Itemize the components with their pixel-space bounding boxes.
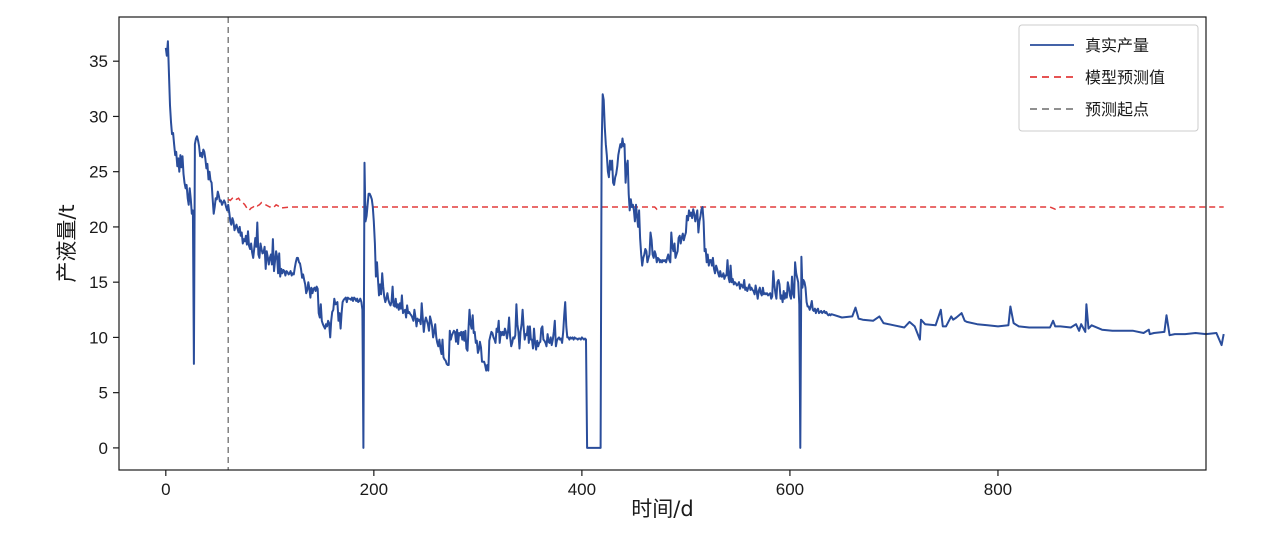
x-tick-label: 400 [568, 480, 596, 499]
y-tick-label: 30 [89, 107, 108, 126]
legend: 真实产量 模型预测值 预测起点 [1018, 24, 1199, 132]
series-line-predicted [227, 196, 1224, 212]
plot-frame [118, 16, 1207, 471]
x-tick-label: 0 [161, 480, 170, 499]
y-tick-label: 15 [89, 273, 108, 292]
x-tick-label: 800 [984, 480, 1012, 499]
y-tick-label: 35 [89, 52, 108, 71]
plot-area [164, 17, 1225, 470]
legend-label-actual: 真实产量 [1085, 36, 1149, 55]
y-tick-label: 10 [89, 328, 108, 347]
x-axis-title: 时间/d [631, 497, 693, 521]
x-axis: 0 200 400 600 800 [161, 470, 1012, 499]
y-axis: 0 5 10 15 20 25 30 35 [89, 52, 119, 458]
y-tick-label: 25 [89, 163, 108, 182]
series-line-actual [164, 40, 1225, 449]
y-tick-label: 5 [99, 384, 108, 403]
x-tick-label: 200 [360, 480, 388, 499]
x-tick-label: 600 [776, 480, 804, 499]
legend-label-predicted: 模型预测值 [1085, 68, 1165, 87]
y-axis-title: 产液量/t [55, 204, 79, 282]
legend-label-start: 预测起点 [1085, 100, 1149, 119]
legend-box [1018, 24, 1199, 132]
y-tick-label: 0 [99, 439, 108, 458]
y-tick-label: 20 [89, 218, 108, 237]
